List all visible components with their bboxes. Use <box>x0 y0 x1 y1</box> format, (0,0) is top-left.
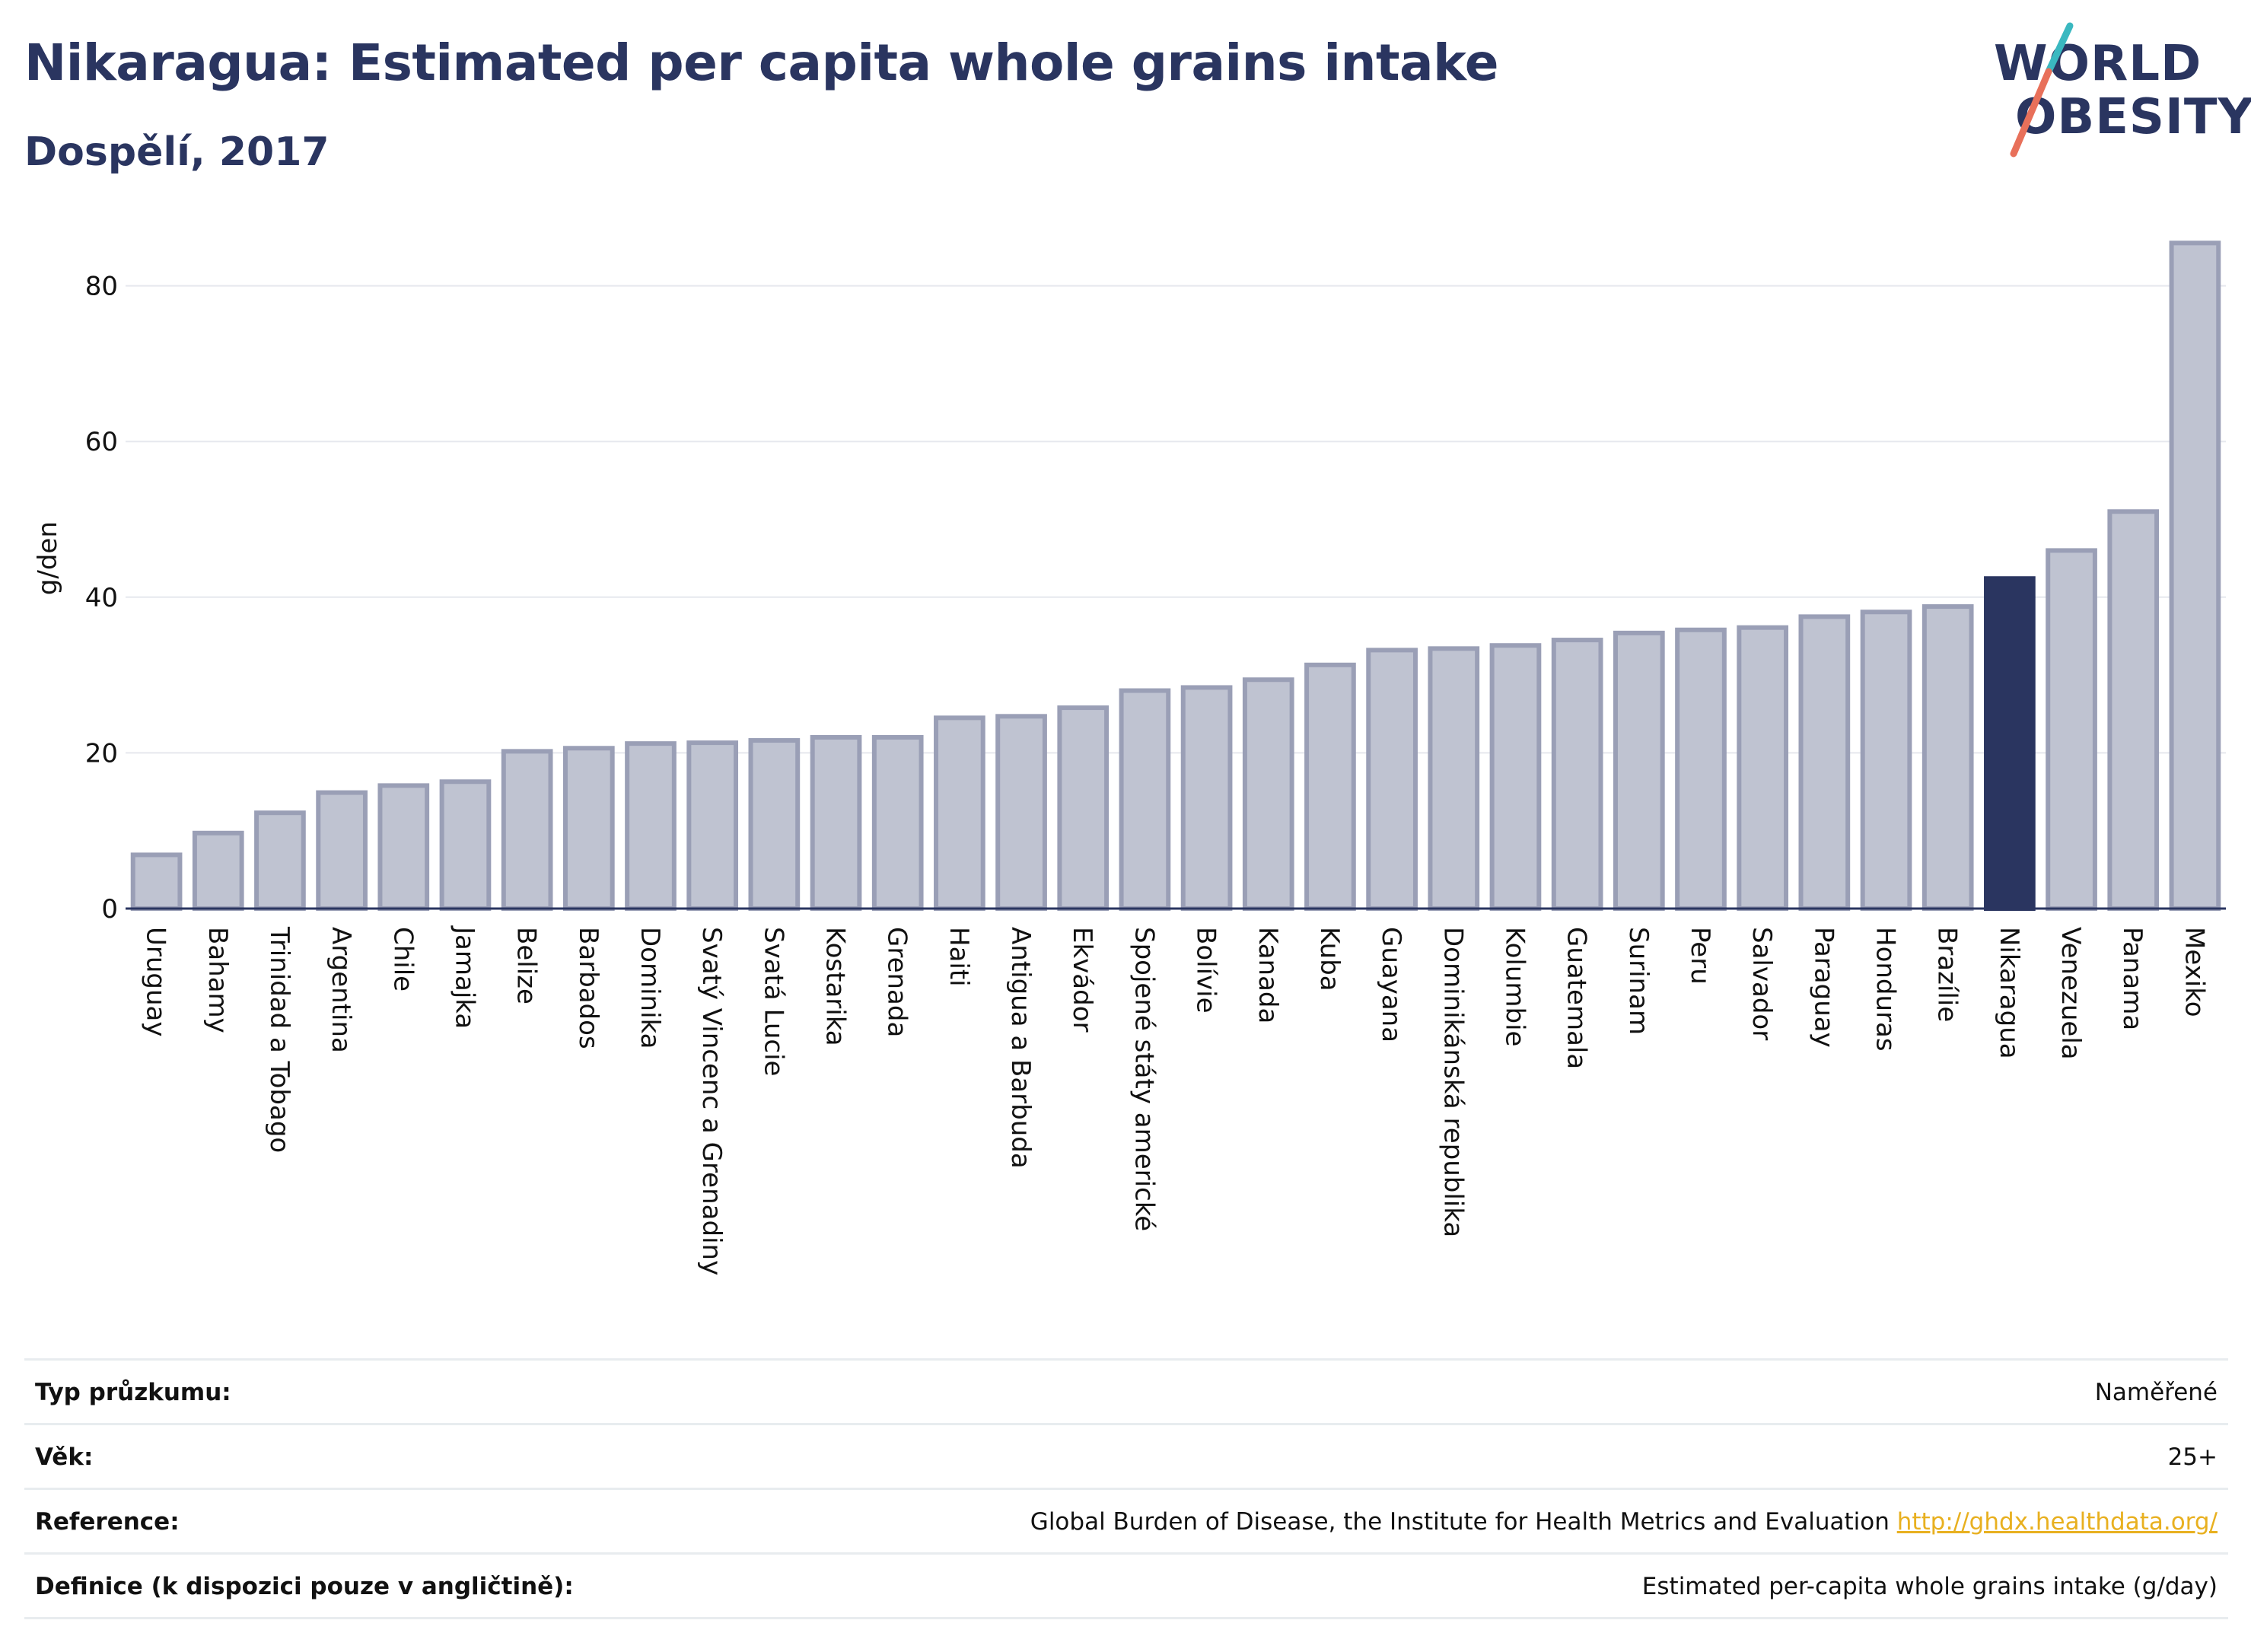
bar <box>748 738 801 911</box>
world-obesity-logo: WORLD OBESITY <box>1979 18 2251 163</box>
x-tick-label: Bolívie <box>1191 927 1221 1014</box>
x-tick-label: Belize <box>511 927 542 1004</box>
x-tick-label: Guatemala <box>1562 927 1592 1069</box>
x-tick-label: Kanada <box>1253 927 1283 1023</box>
bar <box>934 715 985 911</box>
info-label: Reference: <box>35 1508 180 1536</box>
x-tick-label: Venezuela <box>2055 927 2086 1060</box>
x-tick-label: Kolumbie <box>1499 927 1530 1046</box>
bar <box>2046 548 2097 911</box>
bar <box>1737 625 1789 912</box>
x-tick-label: Uruguay <box>141 927 171 1037</box>
x-tick-label: Haiti <box>944 927 974 987</box>
info-label: Definice (k dispozici pouze v angličtině… <box>35 1573 574 1600</box>
bar <box>1057 705 1110 911</box>
info-table: Typ průzkumu: Naměřené Věk: 25+ Referenc… <box>24 1358 2228 1619</box>
bar <box>192 830 244 912</box>
bar <box>1921 604 1974 911</box>
x-tick-label: Bahamy <box>202 927 233 1033</box>
info-value: 25+ <box>2167 1444 2218 1471</box>
x-tick-label: Chile <box>387 927 418 992</box>
bar <box>1366 648 1418 911</box>
x-tick-label: Dominika <box>635 927 665 1049</box>
bar-chart: 0 20 40 60 80 g/den Uruguay Bahamy Trinidad a To… <box>33 240 2226 1275</box>
chart-title: Nikaragua: Estimated per capita whole gr… <box>24 33 1498 92</box>
bar <box>254 810 306 912</box>
bar <box>501 749 553 911</box>
y-tick-label: 60 <box>85 427 118 457</box>
info-label: Věk: <box>35 1444 94 1471</box>
x-tick-label: Nikaragua <box>1994 927 2024 1059</box>
x-tick-label: Dominikánská republika <box>1438 927 1468 1237</box>
bar <box>562 746 615 912</box>
info-row-definition: Definice (k dispozici pouze v angličtině… <box>24 1552 2228 1619</box>
info-row-reference: Reference: Global Burden of Disease, the… <box>24 1488 2228 1552</box>
logo-text-line1: WORLD <box>1994 36 2202 92</box>
y-tick-label: 40 <box>85 583 118 613</box>
x-tick-label: Honduras <box>1871 927 1901 1052</box>
info-row-age: Věk: 25+ <box>24 1423 2228 1488</box>
reference-link[interactable]: http://ghdx.healthdata.org/ <box>1896 1508 2218 1536</box>
x-tick-label: Svatý Vincenc a Grenadiny <box>696 927 727 1275</box>
y-tick-label: 0 <box>101 894 118 925</box>
x-tick-label: Guayana <box>1376 927 1406 1042</box>
x-tick-label: Spojené státy americké <box>1129 927 1159 1231</box>
x-tick-label: Antigua a Barbuda <box>1005 927 1036 1169</box>
x-tick-label: Kostarika <box>820 927 851 1046</box>
bar <box>686 740 739 912</box>
y-axis-label: g/den <box>33 521 63 595</box>
reference-text: Global Burden of Disease, the Institute … <box>1030 1508 1890 1536</box>
bar-highlighted <box>1984 576 2036 911</box>
bar <box>1428 646 1480 911</box>
x-tick-label: Panama <box>2117 927 2148 1030</box>
bar <box>1613 630 1665 911</box>
bar <box>1180 685 1233 912</box>
bar <box>2169 240 2221 911</box>
x-tick-label: Grenada <box>882 927 912 1037</box>
x-tick-label: Peru <box>1685 927 1715 985</box>
bar <box>1675 627 1727 911</box>
bar <box>625 741 677 912</box>
bar <box>810 734 862 911</box>
bar <box>1304 662 1356 912</box>
bar <box>1860 610 1912 911</box>
info-label: Typ průzkumu: <box>35 1379 231 1406</box>
x-tick-label: Jamajka <box>449 925 479 1029</box>
y-tick-label: 20 <box>85 738 118 769</box>
logo-text-line2: OBESITY <box>2015 89 2251 145</box>
x-tick-label: Ekvádor <box>1067 927 1097 1033</box>
bar <box>1489 643 1542 911</box>
bar <box>871 734 924 911</box>
x-tick-label: Kuba <box>1314 927 1345 992</box>
x-tick-label: Surinam <box>1623 927 1654 1035</box>
bar <box>316 790 368 911</box>
bar <box>1798 614 1851 911</box>
info-value: Global Burden of Disease, the Institute … <box>1030 1508 2218 1536</box>
chart-subtitle: Dospělí, 2017 <box>24 129 330 175</box>
bar <box>1119 688 1171 911</box>
y-tick-label: 80 <box>85 272 118 302</box>
x-tick-label: Svatá Lucie <box>758 927 788 1076</box>
bar <box>1551 638 1603 911</box>
bar <box>1242 677 1294 911</box>
bar <box>995 714 1047 911</box>
bar <box>377 783 430 911</box>
bar <box>2107 509 2160 911</box>
x-tick-label: Brazílie <box>1932 927 1963 1022</box>
x-tick-label: Argentina <box>326 927 356 1053</box>
x-tick-label: Paraguay <box>1808 927 1839 1048</box>
info-row-survey-type: Typ průzkumu: Naměřené <box>24 1358 2228 1423</box>
x-tick-label: Mexiko <box>2179 927 2209 1017</box>
bar <box>439 779 492 911</box>
x-tick-label: Salvador <box>1746 927 1777 1040</box>
bar <box>130 852 183 911</box>
logo-slash-icon <box>2010 22 2074 158</box>
x-tick-label: Trinidad a Tobago <box>264 926 295 1153</box>
info-value: Naměřené <box>2094 1379 2218 1406</box>
x-tick-label: Barbados <box>573 927 603 1049</box>
info-value: Estimated per-capita whole grains intake… <box>1641 1573 2218 1600</box>
